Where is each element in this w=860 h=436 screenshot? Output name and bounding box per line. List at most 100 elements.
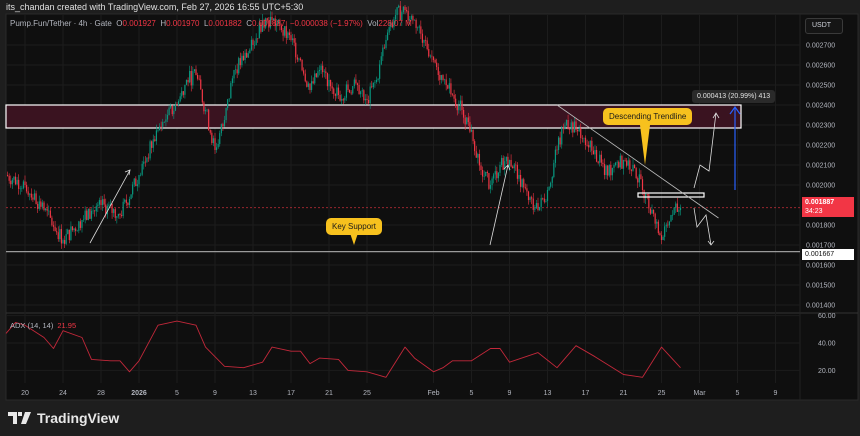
candle-body [624,160,626,161]
time-tick-label: 17 [287,390,295,397]
candle-body [418,26,420,28]
candle-body [597,161,599,163]
candle-body [608,164,610,176]
candle-body [546,190,549,202]
price-tick-label: 0.001500 [806,283,835,290]
time-tick-label: Mar [693,390,706,397]
measure-label: 0.000413 (20.99%) 413 [692,90,776,103]
candle-body [87,208,89,220]
candle-body [290,35,292,40]
candle-body [277,20,279,24]
candle-body [512,166,514,169]
candle-body [358,85,360,95]
candle-body [458,105,460,111]
candle-body [610,164,612,176]
candle-body [632,165,634,171]
candle-body [382,47,384,57]
candle-body [116,216,118,218]
adx-label: ADX (14, 14) [10,321,54,330]
candle-body [396,7,398,15]
candle-body [554,149,557,163]
candle-body [551,177,553,183]
candle-body [114,209,116,218]
candle-body [388,27,390,33]
candle-body [310,81,313,90]
candle-body [434,60,436,63]
candle-body [450,83,452,95]
candle-body [578,128,580,132]
candle-body [309,83,311,90]
candle-body [111,203,113,213]
candle-body [298,58,300,60]
candle-body [440,75,443,80]
candle-body [18,179,20,189]
callout-pointer [350,233,358,245]
volume-value: 228.07 M [378,19,412,28]
candle-body [49,210,51,218]
candle-body [523,179,525,188]
candle-body [258,22,260,39]
candle-body [192,71,194,86]
candle-body [276,23,278,27]
candle-body [174,104,177,111]
candle-body [220,124,222,134]
candle-body [643,190,645,199]
candle-body [356,83,359,85]
candle-body [504,161,506,170]
candle-body [272,18,275,20]
candle-body [44,208,47,210]
candle-body [366,98,368,100]
candle-body [494,171,496,175]
candle-body [285,26,287,38]
rally-arrow [489,164,511,246]
tradingview-logo[interactable]: TradingView [8,410,119,426]
bearish-projection-arrow [693,207,715,246]
candle-body [367,100,370,104]
candle-body [586,145,588,146]
candle-body [364,98,367,101]
candle-body [567,120,569,129]
candle-body [497,172,500,179]
candle-body [108,204,110,206]
candle-body [477,153,479,158]
candle-body [160,126,162,128]
candle-body [518,175,520,179]
candle-body [394,15,397,20]
candle-body [143,161,145,164]
candle-body [287,32,289,38]
candle-body [380,56,382,65]
candle-body [227,99,229,109]
time-tick-label: 20 [21,390,29,397]
candle-body [230,83,232,99]
candle-body [291,38,294,40]
candle-body [645,194,647,199]
candle-body [488,173,490,189]
candle-body [33,193,36,200]
change-value: −0.000038 (−1.97%) [289,19,363,28]
candle-body [10,180,12,185]
candle-body [472,130,474,142]
candle-body [158,126,161,130]
candle-body [654,213,656,224]
candle-body [516,165,519,179]
candle-body [40,201,42,207]
candle-body [125,199,127,203]
candle-body [557,137,560,150]
time-tick-label: 9 [508,390,512,397]
candle-body [157,130,159,131]
candle-body [322,65,324,73]
candle-body [447,85,449,89]
candle-body [46,208,48,211]
currency-button[interactable]: USDT [805,18,843,34]
candle-body [334,93,336,96]
candle-body [37,204,39,209]
candle-body [445,79,447,86]
candle-body [30,193,32,198]
candle-body [375,80,378,83]
candle-body [71,226,74,231]
candle-body [170,105,172,108]
candle-body [415,20,417,28]
candle-body [206,109,208,111]
candle-body [318,70,321,72]
